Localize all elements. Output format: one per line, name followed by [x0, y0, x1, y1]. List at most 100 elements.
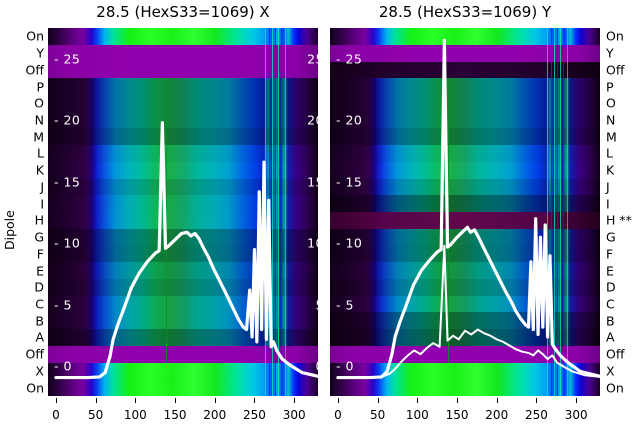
vertical-streak-5	[563, 28, 565, 396]
inner-y-tick-right-25: 25	[307, 51, 318, 67]
x-tick-label-50: 50	[370, 408, 386, 422]
inner-y-tick-10: - 10	[54, 235, 81, 251]
inner-y-tick-25: - 25	[336, 51, 363, 67]
y-category-i-10: I	[40, 196, 44, 212]
y-category-g-12: G	[34, 229, 44, 245]
y-category-e-14: E	[606, 263, 614, 279]
heatmap-row-e-14	[48, 262, 318, 280]
vertical-streak-1	[550, 28, 553, 396]
y-category-j-9: J	[40, 179, 44, 195]
line-overlay-y	[330, 28, 600, 396]
y-category-a-18: A	[35, 329, 44, 345]
y-category-d-15: D	[606, 279, 616, 295]
heatmap-row-o-4	[330, 94, 600, 113]
heatmap-row-m-6	[330, 128, 600, 146]
inner-y-tick-10: - 10	[336, 235, 363, 251]
vertical-streak-3	[557, 28, 559, 396]
y-category-j-9: J	[606, 179, 610, 195]
vertical-streak-6	[566, 28, 568, 396]
y-category-m-6: M	[606, 129, 617, 145]
heatmap-panel-y[interactable]: - 0 - 5 - 10 - 15 - 20 - 25	[330, 28, 600, 396]
y-category-on-21: On	[606, 380, 624, 396]
panel-title-y: 28.5 (HexS33=1069) Y	[378, 3, 552, 21]
trace-y-dipole-trace-upper-(panel-2)	[336, 38, 600, 380]
inner-y-tick-right-10: 10	[307, 235, 318, 251]
vertical-streak-5	[281, 28, 283, 396]
y-category-x-20: X	[35, 363, 44, 379]
inner-y-tick-5: - 5	[336, 297, 354, 313]
x-tick-mark-250	[536, 398, 538, 403]
heatmap-row-on-21	[330, 379, 600, 396]
inner-y-tick-right-20: 20	[307, 112, 318, 128]
trace-y-dipole-trace-lower-(panel-2)	[336, 244, 600, 379]
x-tick-label-0: 0	[52, 408, 60, 422]
y-category-n-5: N	[34, 112, 44, 128]
vertical-streak-4	[560, 28, 562, 396]
x-tick-label-100: 100	[405, 408, 429, 422]
heatmap-row-off-19	[330, 345, 600, 364]
x-tick-mark-100	[135, 398, 137, 403]
heatmap-row-o-4	[48, 94, 318, 113]
x-tick-label-150: 150	[163, 408, 187, 422]
y-category-y-1: Y	[606, 45, 614, 61]
vertical-streak-green	[165, 78, 167, 363]
heatmap-row-n-5	[330, 111, 600, 129]
y-category-h-11: H **	[606, 212, 632, 228]
y-category-n-5: N	[606, 112, 616, 128]
y-category-l-7: L	[37, 145, 44, 161]
heatmap-row-n-5	[48, 111, 318, 129]
y-category-m-6: M	[33, 129, 44, 145]
trace-x-dipole-trace-(panel-1)	[54, 121, 318, 380]
line-overlay-x	[48, 28, 318, 396]
y-category-k-8: K	[606, 162, 615, 178]
y-category-on-0: On	[606, 28, 624, 44]
heatmap-panel-x[interactable]: - 0 0 - 5 5 - 10 10 - 15 15 - 20 20 - 25 25	[48, 28, 318, 396]
vertical-streak-0	[547, 28, 549, 396]
heatmap-row-f-13	[48, 245, 318, 263]
x-tick-label-300: 300	[564, 408, 588, 422]
x-tick-mark-150	[457, 398, 459, 403]
y-category-off-19: Off	[25, 346, 44, 362]
heatmap-row-on-21	[48, 379, 318, 396]
x-tick-mark-100	[417, 398, 419, 403]
heatmap-row-g-12	[48, 228, 318, 247]
inner-y-tick-20: - 20	[336, 112, 363, 128]
x-tick-label-0: 0	[334, 408, 342, 422]
y-category-c-16: C	[35, 296, 44, 312]
x-tick-label-50: 50	[88, 408, 104, 422]
heatmap-image-x	[48, 28, 318, 396]
heatmap-row-p-3	[48, 78, 318, 96]
x-tick-label-200: 200	[203, 408, 227, 422]
y-category-b-17: B	[606, 313, 615, 329]
y-category-b-17: B	[35, 313, 44, 329]
y-category-off-2: Off	[606, 62, 625, 78]
separator-band-top	[48, 44, 318, 79]
y-category-p-3: P	[36, 79, 44, 95]
x-tick-label-200: 200	[485, 408, 509, 422]
vertical-streak-3	[275, 28, 277, 396]
vertical-streak-4	[278, 28, 280, 396]
inner-y-tick-right-15: 15	[307, 174, 318, 190]
y-category-a-18: A	[606, 329, 615, 345]
y-category-labels-right: On Y Off P O N M L K J I H ** G F E D C B A Off X On	[606, 0, 640, 440]
inner-y-tick-25: - 25	[54, 51, 81, 67]
heatmap-row-f-13	[330, 245, 600, 263]
heatmap-row-g-12	[330, 228, 600, 247]
y-category-h-11: H	[34, 212, 44, 228]
heatmap-row-m-6	[48, 128, 318, 146]
y-category-y-1: Y	[36, 45, 44, 61]
y-category-e-14: E	[36, 263, 44, 279]
x-tick-label-250: 250	[243, 408, 266, 422]
y-category-p-3: P	[606, 79, 614, 95]
inner-y-tick-15: - 15	[54, 174, 81, 190]
y-category-d-15: D	[34, 279, 44, 295]
x-tick-label-250: 250	[525, 408, 548, 422]
y-category-g-12: G	[606, 229, 616, 245]
trace-svg	[336, 38, 600, 380]
x-tick-mark-50	[95, 398, 97, 403]
x-tick-mark-200	[496, 398, 498, 403]
y-category-o-4: O	[606, 95, 616, 111]
heatmap-row-i-10	[48, 195, 318, 213]
heatmap-row-j-9	[48, 178, 318, 196]
